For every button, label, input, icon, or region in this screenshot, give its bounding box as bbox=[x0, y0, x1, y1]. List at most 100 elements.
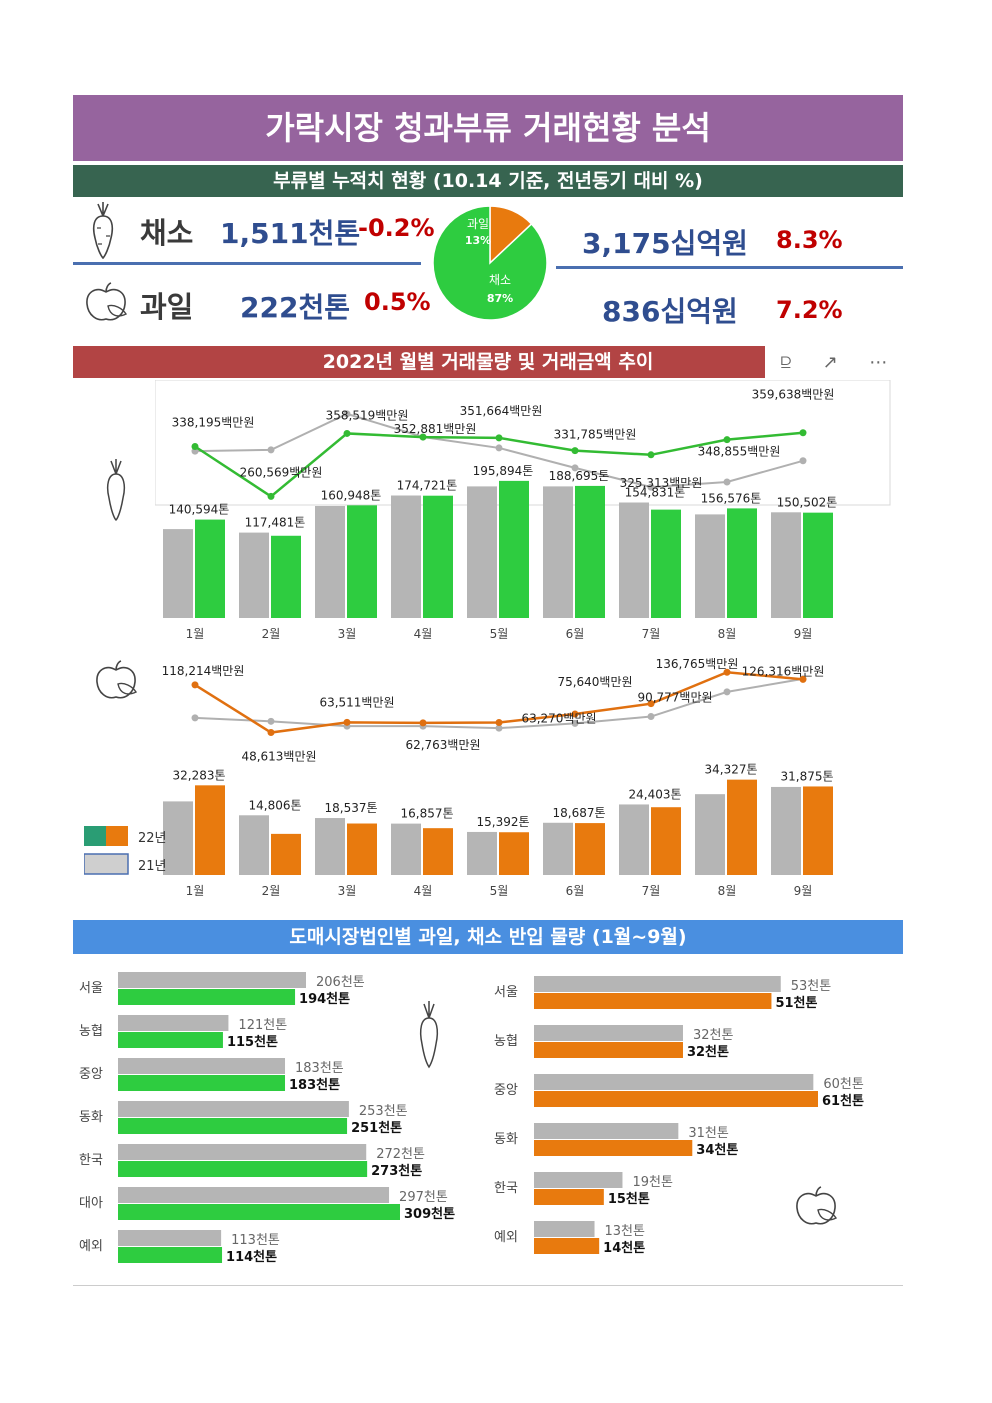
veg-volume: 1,511천톤 bbox=[220, 217, 361, 250]
focus-mode-icon[interactable]: ↗ bbox=[822, 351, 838, 373]
bar-22년 bbox=[575, 823, 605, 875]
bar-22년 bbox=[347, 505, 377, 618]
category-label: 농협 bbox=[494, 1034, 518, 1049]
hbar-data-label: 115천톤 bbox=[227, 1035, 278, 1050]
line-point bbox=[723, 436, 731, 444]
fruit-volume-pct: 0.5% bbox=[364, 288, 431, 316]
line-data-label: 351,664백만원 bbox=[460, 404, 543, 418]
hbar-21년 bbox=[118, 972, 306, 988]
veg-monthly-chart: 338,195백만원 260,569백만원 358,519백만원352,881백만원… bbox=[155, 380, 891, 641]
chart-legend: 22년 21년 bbox=[84, 826, 167, 875]
x-tick-label: 1월 bbox=[186, 884, 205, 898]
line-point bbox=[495, 434, 503, 442]
hbar-22년 bbox=[118, 1161, 368, 1177]
hbar-data-label: 273천톤 bbox=[371, 1164, 422, 1179]
category-label: 서울 bbox=[494, 985, 518, 1000]
bar-21년 bbox=[467, 486, 497, 618]
veg-amount-pct: 8.3% bbox=[776, 226, 843, 254]
hbar-22년 bbox=[118, 989, 296, 1005]
hbar-data-label: 251천톤 bbox=[351, 1121, 402, 1136]
line-point bbox=[571, 710, 579, 718]
pie-slice-veg bbox=[432, 205, 548, 321]
x-tick-label: 9월 bbox=[794, 884, 813, 898]
hbar-22년 bbox=[534, 1140, 693, 1156]
category-label: 한국 bbox=[494, 1181, 518, 1196]
line-data-label: 126,316백만원 bbox=[742, 664, 825, 678]
filter-icon[interactable]: ⫒ bbox=[780, 351, 792, 373]
line-point bbox=[571, 719, 579, 727]
section-cumulative-title: 부류별 누적치 현황 (10.14 기준, 전년동기 대비 %) bbox=[73, 165, 903, 197]
line-data-label: 359,638백만원 bbox=[752, 388, 835, 402]
bar-21년 bbox=[315, 506, 345, 618]
line-point bbox=[191, 443, 199, 451]
bar-data-label: 188,695톤 bbox=[549, 469, 610, 483]
line-point bbox=[723, 688, 731, 696]
hbar-data-label: 51천톤 bbox=[775, 996, 817, 1011]
pie-label-veg: 채소 bbox=[489, 273, 511, 287]
hbar-22년 bbox=[118, 1032, 223, 1048]
line-point bbox=[799, 457, 807, 465]
apple-icon bbox=[796, 1186, 838, 1225]
bar-21년 bbox=[163, 529, 193, 618]
bar-data-label: 174,721톤 bbox=[397, 479, 458, 493]
hbar-21년 bbox=[118, 1058, 286, 1074]
x-tick-label: 6월 bbox=[566, 884, 585, 898]
line-point bbox=[723, 478, 731, 486]
hbar-data-label: 15천톤 bbox=[608, 1192, 650, 1207]
bar-data-label: 140,594톤 bbox=[169, 503, 230, 517]
divider bbox=[556, 266, 903, 269]
line-point bbox=[419, 719, 427, 727]
x-tick-label: 9월 bbox=[794, 627, 813, 641]
line-point bbox=[191, 681, 199, 689]
more-options-icon[interactable]: ⋯ bbox=[869, 351, 888, 373]
hbar-data-label: 13천톤 bbox=[605, 1224, 646, 1239]
hbar-data-label: 31천톤 bbox=[688, 1126, 729, 1141]
bar-22년 bbox=[271, 535, 301, 618]
line-point bbox=[495, 724, 503, 732]
veg-label: 채소 bbox=[140, 216, 194, 250]
visual-toolbar: ⫒ ↗ ⋯ bbox=[765, 346, 903, 378]
bar-21년 bbox=[619, 502, 649, 618]
hbar-data-label: 309천톤 bbox=[404, 1207, 455, 1222]
bar-22년 bbox=[347, 823, 377, 875]
bar-22년 bbox=[651, 807, 681, 875]
x-tick-label: 7월 bbox=[642, 884, 661, 898]
bar-22년 bbox=[423, 828, 453, 875]
line-data-label: 118,214백만원 bbox=[162, 664, 245, 678]
line-data-label: 348,855백만원 bbox=[698, 445, 781, 459]
hbar-22년 bbox=[534, 1091, 818, 1107]
line-point bbox=[343, 410, 351, 418]
bar-21년 bbox=[771, 512, 801, 618]
bar-22년 bbox=[803, 786, 833, 875]
category-label: 중앙 bbox=[79, 1067, 103, 1082]
line-data-label: 90,777백만원 bbox=[637, 691, 712, 705]
page-title: 가락시장 청과부류 거래현황 분석 bbox=[73, 95, 903, 161]
x-tick-label: 6월 bbox=[566, 627, 585, 641]
hbar-21년 bbox=[534, 1074, 814, 1090]
pie-label-fruit: 과일 bbox=[467, 217, 489, 231]
bar-21년 bbox=[163, 801, 193, 875]
bar-data-label: 154,831톤 bbox=[625, 486, 686, 500]
pie-value-fruit: 13% bbox=[465, 234, 491, 247]
category-label: 예외 bbox=[494, 1230, 518, 1245]
bar-data-label: 32,283톤 bbox=[172, 768, 225, 782]
hbar-21년 bbox=[118, 1101, 349, 1117]
line-point bbox=[495, 444, 503, 452]
share-pie-chart: 과일 13% 채소 87% bbox=[432, 205, 548, 321]
category-label: 대아 bbox=[79, 1196, 103, 1211]
category-label: 농협 bbox=[79, 1024, 103, 1039]
line-data-label: 62,763백만원 bbox=[405, 738, 480, 752]
line-point bbox=[343, 718, 351, 726]
category-label: 동화 bbox=[494, 1132, 518, 1147]
carrot-icon bbox=[106, 459, 126, 522]
line-data-label: 260,569백만원 bbox=[240, 465, 323, 479]
bar-data-label: 18,537톤 bbox=[324, 801, 377, 815]
hbar-data-label: 14천톤 bbox=[603, 1241, 645, 1256]
fruit-amount: 836십억원 bbox=[602, 295, 738, 328]
bar-data-label: 160,948톤 bbox=[321, 488, 382, 502]
x-tick-label: 2월 bbox=[262, 627, 281, 641]
line-data-label: 63,511백만원 bbox=[319, 695, 394, 709]
hbar-data-label: 253천톤 bbox=[359, 1104, 408, 1119]
hbar-22년 bbox=[534, 993, 772, 1009]
bar-22년 bbox=[727, 779, 757, 875]
